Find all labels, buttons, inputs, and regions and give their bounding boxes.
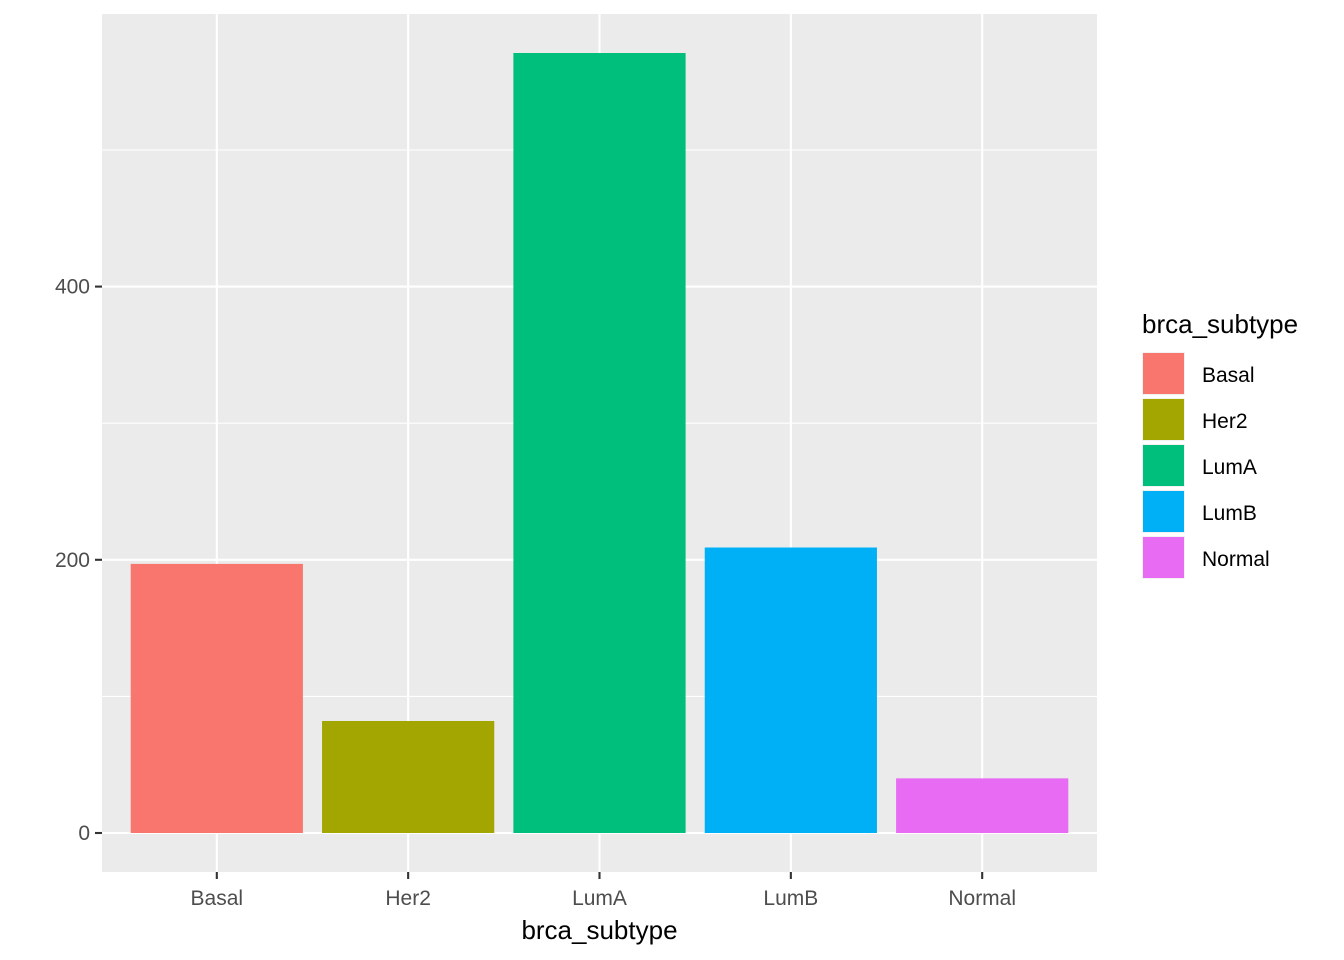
legend-swatch-luma (1143, 445, 1184, 486)
legend-label: Basal (1202, 364, 1255, 387)
axes: 0 200 400 Basal Her2 LumA LumB Normal (55, 276, 1016, 910)
y-tick-label: 400 (55, 276, 90, 299)
bar-lumb (704, 547, 877, 833)
legend-label: Her2 (1202, 410, 1248, 433)
y-tick-label: 200 (55, 549, 90, 572)
legend-title: brca_subtype (1142, 309, 1298, 339)
bar-normal (896, 778, 1069, 833)
bar-basal (130, 563, 303, 833)
legend-label: LumB (1202, 502, 1257, 525)
legend-swatch-normal (1143, 537, 1184, 578)
bar-luma (513, 53, 686, 833)
x-tick-label: Basal (191, 887, 244, 910)
legend-swatch-her2 (1143, 399, 1184, 440)
y-tick-label: 0 (78, 822, 90, 845)
bar-her2 (322, 720, 495, 833)
legend-swatch-lumb (1143, 491, 1184, 532)
bars (130, 53, 1069, 833)
legend-label: Normal (1202, 548, 1270, 571)
legend-label: LumA (1202, 456, 1257, 479)
legend: brca_subtype Basal Her2 LumA LumB Normal (1142, 309, 1298, 579)
x-tick-label: Her2 (385, 887, 431, 910)
legend-swatch-basal (1143, 353, 1184, 394)
x-tick-label: LumB (763, 887, 818, 910)
x-axis-title: brca_subtype (521, 915, 677, 945)
x-tick-label: Normal (948, 887, 1016, 910)
x-tick-label: LumA (572, 887, 627, 910)
